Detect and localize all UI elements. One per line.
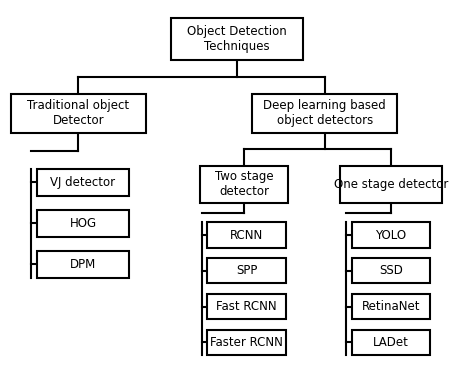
FancyBboxPatch shape: [11, 94, 146, 133]
Text: Fast RCNN: Fast RCNN: [216, 300, 277, 313]
Text: Object Detection
Techniques: Object Detection Techniques: [187, 25, 287, 53]
FancyBboxPatch shape: [207, 222, 285, 248]
FancyBboxPatch shape: [340, 166, 442, 203]
FancyBboxPatch shape: [352, 258, 430, 283]
Text: LADet: LADet: [373, 336, 409, 349]
Text: SPP: SPP: [236, 264, 257, 277]
FancyBboxPatch shape: [171, 17, 303, 60]
Text: YOLO: YOLO: [375, 229, 407, 241]
FancyBboxPatch shape: [207, 258, 285, 283]
FancyBboxPatch shape: [252, 94, 397, 133]
FancyBboxPatch shape: [207, 330, 285, 355]
FancyBboxPatch shape: [352, 294, 430, 319]
FancyBboxPatch shape: [36, 169, 129, 196]
FancyBboxPatch shape: [36, 210, 129, 237]
FancyBboxPatch shape: [207, 294, 285, 319]
Text: RetinaNet: RetinaNet: [362, 300, 420, 313]
FancyBboxPatch shape: [352, 330, 430, 355]
Text: Deep learning based
object detectors: Deep learning based object detectors: [264, 99, 386, 128]
Text: VJ detector: VJ detector: [50, 176, 116, 189]
FancyBboxPatch shape: [352, 222, 430, 248]
Text: RCNN: RCNN: [230, 229, 263, 241]
Text: Two stage
detector: Two stage detector: [215, 170, 273, 198]
Text: HOG: HOG: [69, 217, 97, 230]
FancyBboxPatch shape: [200, 166, 288, 203]
Text: One stage detector: One stage detector: [334, 178, 448, 190]
Text: SSD: SSD: [379, 264, 403, 277]
Text: Faster RCNN: Faster RCNN: [210, 336, 283, 349]
FancyBboxPatch shape: [36, 251, 129, 278]
Text: DPM: DPM: [70, 258, 96, 270]
Text: Traditional object
Detector: Traditional object Detector: [27, 99, 129, 128]
